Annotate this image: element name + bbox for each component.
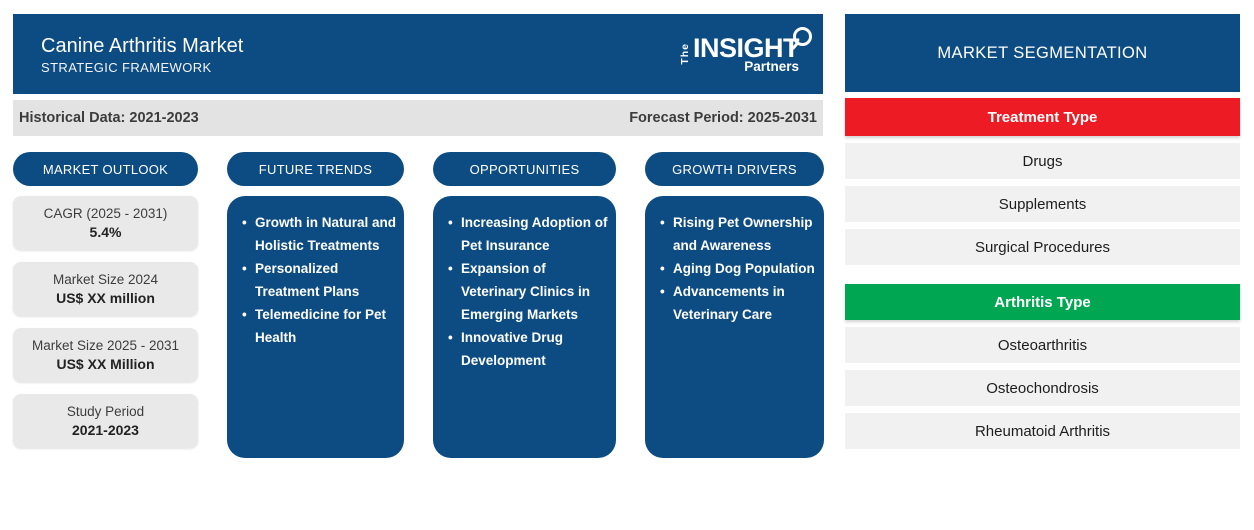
segment-row-surgical-procedures: Surgical Procedures <box>845 229 1240 265</box>
list-item: Telemedicine for Pet Health <box>242 303 396 349</box>
list-item: Growth in Natural and Holistic Treatment… <box>242 211 396 257</box>
study-period-value: 2021-2023 <box>72 422 139 438</box>
insight-partners-logo: The INSIGHT Partners <box>678 26 812 74</box>
opportunities-header: OPPORTUNITIES <box>433 152 616 186</box>
market-segmentation-header: MARKET SEGMENTATION <box>845 14 1240 92</box>
future-trends-list: Growth in Natural and Holistic Treatment… <box>242 211 396 349</box>
segment-row-osteochondrosis: Osteochondrosis <box>845 370 1240 406</box>
framework-columns: MARKET OUTLOOK CAGR (2025 - 2031) 5.4% M… <box>13 152 824 458</box>
logo-the-text: The <box>678 43 691 65</box>
list-item: Expansion of Veterinary Clinics in Emerg… <box>448 257 608 326</box>
list-item: Rising Pet Ownership and Awareness <box>660 211 816 257</box>
growth-drivers-box: Rising Pet Ownership and Awareness Aging… <box>645 196 824 458</box>
arthritis-type-header: Arthritis Type <box>845 284 1240 320</box>
page-subtitle: STRATEGIC FRAMEWORK <box>41 59 212 75</box>
forecast-period-label: Forecast Period: 2025-2031 <box>629 110 817 126</box>
future-trends-header: FUTURE TRENDS <box>227 152 404 186</box>
market-size-2024-label: Market Size 2024 <box>52 272 159 287</box>
growth-drivers-column: GROWTH DRIVERS Rising Pet Ownership and … <box>645 152 824 458</box>
treatment-type-header: Treatment Type <box>845 98 1240 136</box>
list-item: Advancements in Veterinary Care <box>660 280 816 326</box>
logo-insight-word: INSIGHT <box>692 32 800 63</box>
segment-row-supplements: Supplements <box>845 186 1240 222</box>
cagr-card: CAGR (2025 - 2031) 5.4% <box>13 196 198 250</box>
market-size-2024-card: Market Size 2024 US$ XX million <box>13 262 198 316</box>
study-period-card: Study Period 2021-2023 <box>13 394 198 448</box>
opportunities-column: OPPORTUNITIES Increasing Adoption of Pet… <box>433 152 616 458</box>
study-period-label: Study Period <box>66 404 145 419</box>
market-segmentation-panel: MARKET SEGMENTATION Treatment Type Drugs… <box>845 14 1240 449</box>
market-size-forecast-value: US$ XX Million <box>56 356 155 372</box>
period-bar: Historical Data: 2021-2023 Forecast Peri… <box>13 100 823 136</box>
magnifier-icon <box>793 26 812 46</box>
list-item: Increasing Adoption of Pet Insurance <box>448 211 608 257</box>
segment-row-rheumatoid-arthritis: Rheumatoid Arthritis <box>845 413 1240 449</box>
list-item: Personalized Treatment Plans <box>242 257 396 303</box>
market-outlook-column: MARKET OUTLOOK CAGR (2025 - 2031) 5.4% M… <box>13 152 198 458</box>
historical-data-label: Historical Data: 2021-2023 <box>19 110 199 126</box>
market-size-forecast-label: Market Size 2025 - 2031 <box>31 338 180 353</box>
header-text: Canine Arthritis Market STRATEGIC FRAMEW… <box>41 34 243 75</box>
logo-right: INSIGHT Partners <box>692 26 812 74</box>
cagr-value: 5.4% <box>89 224 122 240</box>
logo-insight-text: INSIGHT <box>692 26 812 63</box>
market-outlook-cards: CAGR (2025 - 2031) 5.4% Market Size 2024… <box>13 196 198 448</box>
list-item: Aging Dog Population <box>660 257 816 280</box>
future-trends-column: FUTURE TRENDS Growth in Natural and Holi… <box>227 152 404 458</box>
opportunities-list: Increasing Adoption of Pet Insurance Exp… <box>448 211 608 372</box>
logo-partners-text: Partners <box>744 58 799 74</box>
market-size-2024-value: US$ XX million <box>56 290 155 306</box>
growth-drivers-header: GROWTH DRIVERS <box>645 152 824 186</box>
segment-row-drugs: Drugs <box>845 143 1240 179</box>
app-header: Canine Arthritis Market STRATEGIC FRAMEW… <box>13 14 823 94</box>
future-trends-box: Growth in Natural and Holistic Treatment… <box>227 196 404 458</box>
opportunities-box: Increasing Adoption of Pet Insurance Exp… <box>433 196 616 458</box>
market-outlook-header: MARKET OUTLOOK <box>13 152 198 186</box>
page-title: Canine Arthritis Market <box>41 34 244 57</box>
cagr-label: CAGR (2025 - 2031) <box>43 206 168 221</box>
segment-row-osteoarthritis: Osteoarthritis <box>845 327 1240 363</box>
market-size-forecast-card: Market Size 2025 - 2031 US$ XX Million <box>13 328 198 382</box>
list-item: Innovative Drug Development <box>448 326 608 372</box>
growth-drivers-list: Rising Pet Ownership and Awareness Aging… <box>660 211 816 326</box>
